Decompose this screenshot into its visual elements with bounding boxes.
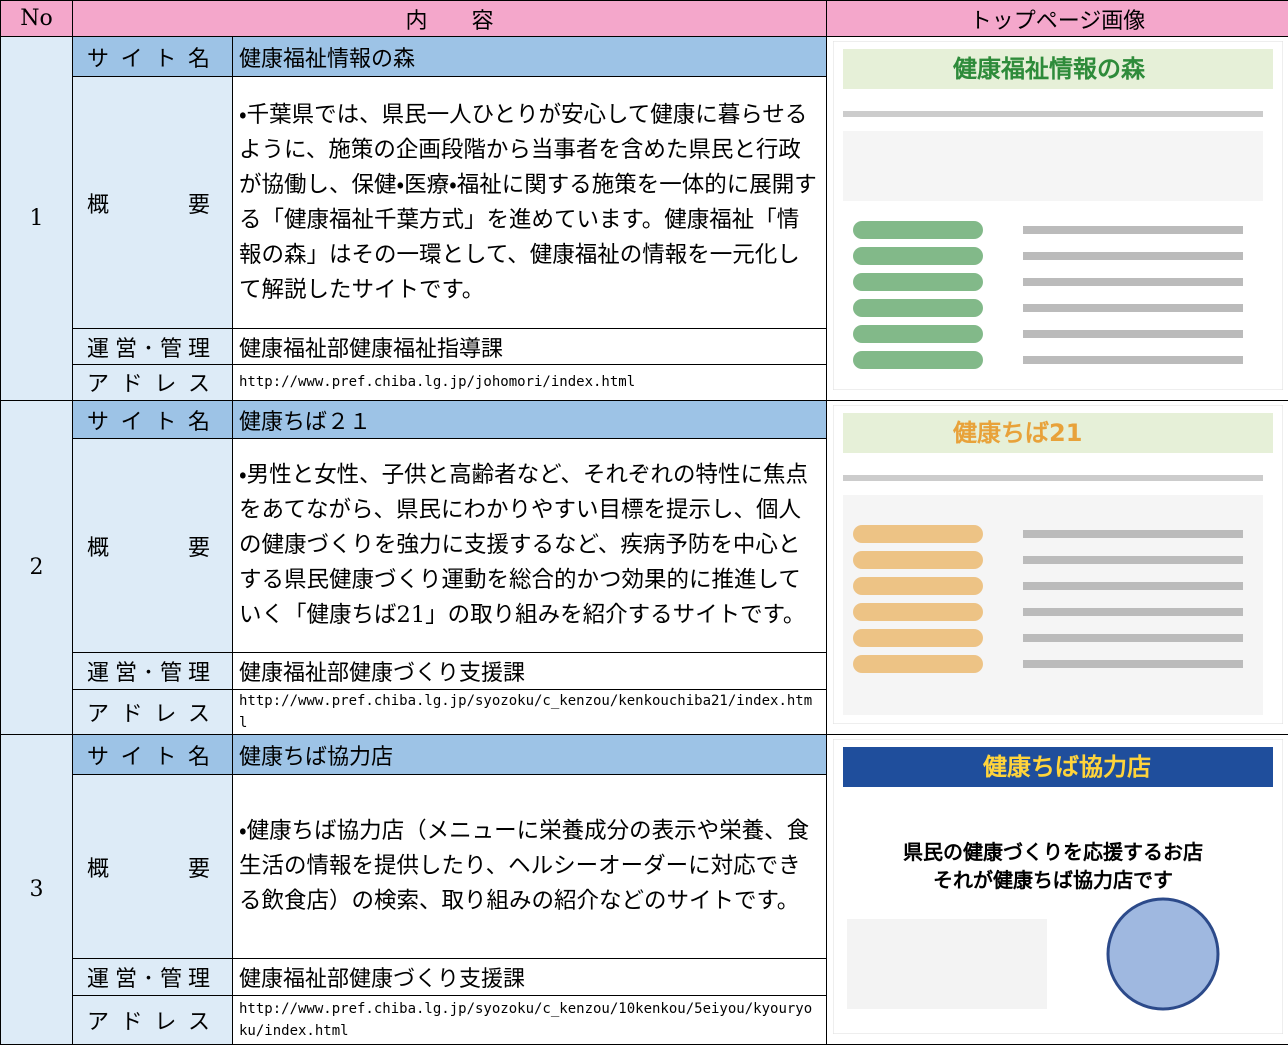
field-value: 健康ちば２１: [233, 401, 827, 439]
field-label: サイト名: [73, 401, 233, 439]
screenshot-cell: 健康ちば協力店 県民の健康づくりを応援するお店それが健康ちば協力店です: [827, 735, 1288, 1045]
field-label: アドレス: [73, 689, 233, 734]
field-value: 健康福祉情報の森: [233, 37, 827, 77]
field-value: ・千葉県では、県民一人ひとりが安心して健康に暮らせるように、施策の企画段階から当…: [233, 77, 827, 329]
field-label: 概要: [73, 775, 233, 959]
field-label: 概要: [73, 439, 233, 653]
field-value: http://www.pref.chiba.lg.jp/johomori/ind…: [233, 364, 827, 400]
image-title: 健康福祉情報の森: [952, 55, 1146, 83]
field-value: 健康ちば協力店: [233, 735, 827, 775]
screenshot: 健康ちば21: [833, 405, 1283, 724]
field-label: サイト名: [73, 735, 233, 775]
field-label: 概要: [73, 77, 233, 329]
image-title: 健康ちば21: [952, 419, 1082, 447]
field-value: 健康福祉部健康福祉指導課: [233, 329, 827, 364]
image-heading: それが健康ちば協力店です: [933, 868, 1173, 892]
field-value: http://www.pref.chiba.lg.jp/syozoku/c_ke…: [233, 995, 827, 1045]
field-value: ・男性と女性、子供と高齢者など、それぞれの特性に焦点をあてながら、県民にわかりや…: [233, 439, 827, 653]
header-cell: 内 容: [73, 1, 827, 37]
field-label: 運営･管理: [73, 959, 233, 995]
field-label: アドレス: [73, 364, 233, 400]
field-value: http://www.pref.chiba.lg.jp/syozoku/c_ke…: [233, 689, 827, 734]
screenshot-cell: 健康ちば21: [827, 401, 1288, 735]
field-label: アドレス: [73, 995, 233, 1045]
row-number: 1: [1, 37, 73, 401]
header-row: No 内 容 トップページ画像: [1, 1, 1288, 37]
field-label: サイト名: [73, 37, 233, 77]
field-value: 健康福祉部健康づくり支援課: [233, 653, 827, 689]
row-number: 2: [1, 401, 73, 735]
field-value: ・健康ちば協力店（メニューに栄養成分の表示や栄養、食生活の情報を提供したり、ヘル…: [233, 775, 827, 959]
screenshot-cell: 健康福祉情報の森: [827, 37, 1288, 401]
field-value: 健康福祉部健康づくり支援課: [233, 959, 827, 995]
header-cell: トップページ画像: [827, 1, 1288, 37]
image-title: 健康ちば協力店: [982, 753, 1151, 781]
screenshot: 健康福祉情報の森: [833, 41, 1283, 390]
row-number: 3: [1, 735, 73, 1045]
image-heading: 県民の健康づくりを応援するお店: [903, 840, 1203, 864]
field-label: 運営･管理: [73, 653, 233, 689]
field-label: 運営･管理: [73, 329, 233, 364]
header-cell: No: [1, 1, 73, 37]
